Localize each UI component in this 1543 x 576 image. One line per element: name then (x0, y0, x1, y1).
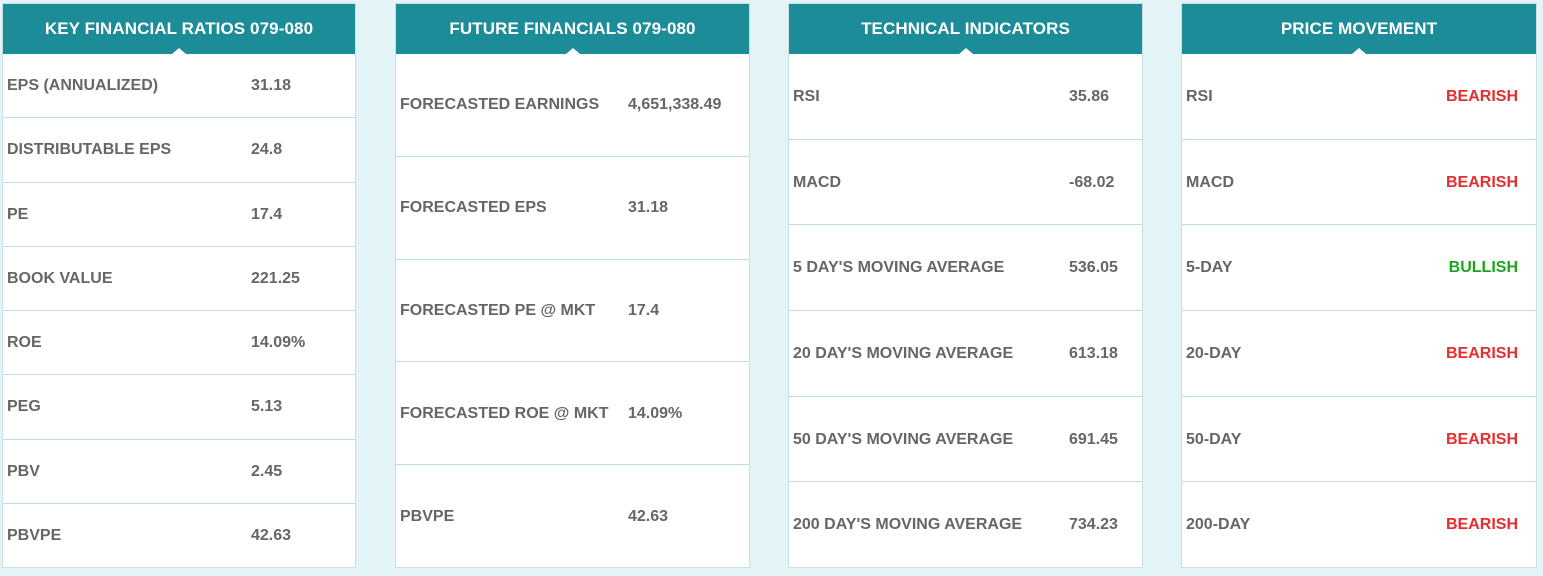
row-value: 536.05 (1069, 259, 1118, 277)
panel-header: PRICE MOVEMENT (1182, 4, 1536, 54)
trend-badge: BEARISH (1445, 344, 1518, 362)
row-value: 31.18 (251, 77, 292, 95)
row-label: ROE (7, 334, 42, 352)
row-value: 2.45 (251, 462, 283, 480)
row-label: PBVPE (400, 507, 455, 525)
table-row: 50-DAY BEARISH (1182, 395, 1536, 482)
row-value: 24.8 (251, 141, 283, 159)
row-label: RSI (1186, 87, 1213, 105)
table-row: RSI BEARISH (1182, 54, 1536, 139)
table-row: PBVPE 42.63 (3, 502, 355, 567)
row-label: 5 DAY'S MOVING AVERAGE (793, 259, 1005, 277)
table-row: EPS (ANNUALIZED) 31.18 (3, 54, 355, 117)
trend-badge: BEARISH (1445, 516, 1518, 534)
table-row: FORECASTED PE @ MKT 17.4 (396, 258, 749, 362)
row-label: RSI (793, 87, 820, 105)
panel-header: TECHNICAL INDICATORS (789, 4, 1142, 54)
row-label: MACD (793, 173, 841, 191)
table-row: 20-DAY BEARISH (1182, 310, 1536, 396)
row-value: 42.63 (251, 526, 292, 544)
row-label: EPS (ANNUALIZED) (7, 77, 159, 95)
row-value: -68.02 (1069, 173, 1115, 191)
table-row: FORECASTED ROE @ MKT 14.09% (396, 361, 749, 464)
row-value: 221.25 (251, 269, 300, 287)
table-row: MACD -68.02 (789, 138, 1142, 225)
trend-badge: BULLISH (1448, 259, 1518, 277)
table-row: BOOK VALUE 221.25 (3, 245, 355, 310)
row-value: 35.86 (1069, 87, 1110, 105)
row-label: FORECASTED EARNINGS (400, 96, 600, 114)
table-row: 5 DAY'S MOVING AVERAGE 536.05 (789, 224, 1142, 310)
table-row: MACD BEARISH (1182, 138, 1536, 225)
row-label: 5-DAY (1186, 259, 1233, 277)
table-row: PBV 2.45 (3, 438, 355, 503)
row-value: 734.23 (1069, 516, 1118, 534)
row-value: 4,651,338.49 (628, 96, 722, 114)
table-row: FORECASTED EPS 31.18 (396, 155, 749, 259)
row-value: 17.4 (251, 205, 283, 223)
row-label: DISTRIBUTABLE EPS (7, 141, 172, 159)
row-value: 17.4 (628, 301, 660, 319)
panel-header: KEY FINANCIAL RATIOS 079-080 (3, 4, 355, 54)
future-financials-panel: FUTURE FINANCIALS 079-080 FORECASTED EAR… (395, 3, 750, 568)
table-row: FORECASTED EARNINGS 4,651,338.49 (396, 54, 749, 156)
row-label: 50 DAY'S MOVING AVERAGE (793, 430, 1014, 448)
row-value: 613.18 (1069, 344, 1118, 362)
panel-header: FUTURE FINANCIALS 079-080 (396, 4, 749, 54)
table-row: 50 DAY'S MOVING AVERAGE 691.45 (789, 395, 1142, 482)
table-row: 20 DAY'S MOVING AVERAGE 613.18 (789, 310, 1142, 396)
row-value: 31.18 (628, 199, 669, 217)
table-row: RSI 35.86 (789, 54, 1142, 139)
table-row: 5-DAY BULLISH (1182, 224, 1536, 310)
row-label: PBVPE (7, 526, 62, 544)
row-value: 14.09% (628, 404, 683, 422)
row-label: MACD (1186, 173, 1234, 191)
row-label: FORECASTED EPS (400, 199, 547, 217)
row-label: 200 DAY'S MOVING AVERAGE (793, 516, 1023, 534)
table-row: PBVPE 42.63 (396, 464, 749, 567)
key-financial-ratios-panel: KEY FINANCIAL RATIOS 079-080 EPS (ANNUAL… (2, 3, 356, 568)
row-value: 691.45 (1069, 430, 1118, 448)
row-label: 20-DAY (1186, 344, 1242, 362)
row-value: 5.13 (251, 398, 283, 416)
row-value: 42.63 (628, 507, 669, 525)
table-row: 200-DAY BEARISH (1182, 481, 1536, 567)
table-row: DISTRIBUTABLE EPS 24.8 (3, 117, 355, 181)
row-value: 14.09% (251, 334, 306, 352)
row-label: FORECASTED PE @ MKT (400, 301, 596, 319)
row-label: 50-DAY (1186, 430, 1242, 448)
trend-badge: BEARISH (1445, 87, 1518, 105)
technical-indicators-panel: TECHNICAL INDICATORS RSI 35.86 MACD -68.02… (788, 3, 1143, 568)
price-movement-panel: PRICE MOVEMENT RSI BEARISH MACD BEARISH 5-… (1181, 3, 1537, 568)
row-label: PEG (7, 398, 41, 416)
trend-badge: BEARISH (1445, 430, 1518, 448)
row-label: BOOK VALUE (7, 269, 113, 287)
table-row: 200 DAY'S MOVING AVERAGE 734.23 (789, 481, 1142, 567)
row-label: 200-DAY (1186, 516, 1251, 534)
table-row: PE 17.4 (3, 181, 355, 246)
row-label: 20 DAY'S MOVING AVERAGE (793, 344, 1014, 362)
table-row: ROE 14.09% (3, 310, 355, 374)
table-row: PEG 5.13 (3, 374, 355, 438)
row-label: PBV (7, 462, 40, 480)
row-label: FORECASTED ROE @ MKT (400, 404, 609, 422)
trend-badge: BEARISH (1445, 173, 1518, 191)
row-label: PE (7, 205, 29, 223)
